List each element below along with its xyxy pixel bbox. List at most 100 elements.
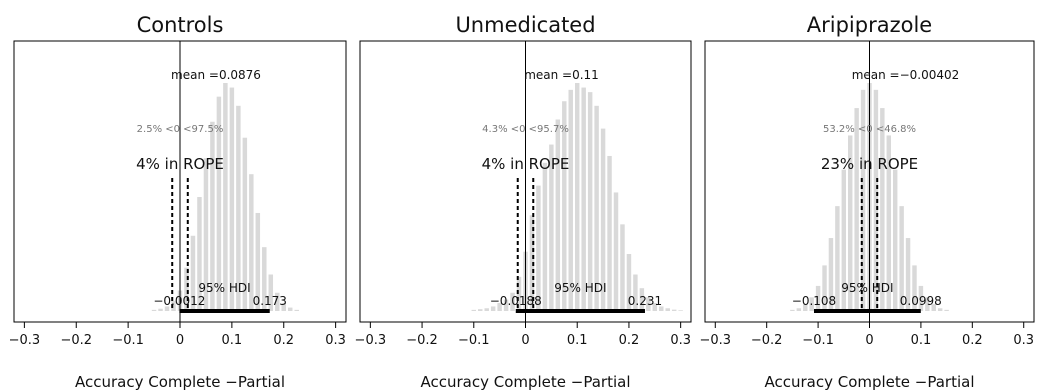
hdi-high-label: 0.173 bbox=[253, 294, 287, 308]
histogram-bar bbox=[899, 206, 904, 311]
x-tick-label: 0.2 bbox=[619, 333, 640, 348]
x-tick-label: 0.3 bbox=[325, 333, 346, 348]
x-tick-label: 0.2 bbox=[273, 333, 294, 348]
histogram-bar bbox=[190, 235, 196, 311]
hdi-label: 95% HDI bbox=[841, 281, 893, 295]
x-tick-label: −0.3 bbox=[699, 333, 731, 348]
panel-3: Aripiprazole mean =−0.00402 53.2% <0 <46.8… bbox=[699, 13, 1035, 391]
histogram-bar bbox=[555, 119, 561, 311]
histogram-bar bbox=[287, 307, 293, 311]
hdi-low-label: −0.108 bbox=[792, 294, 836, 308]
histogram-bar bbox=[562, 101, 567, 312]
histogram-bar bbox=[229, 87, 235, 311]
hdi-low-label: −0.0012 bbox=[153, 294, 205, 308]
histogram-bar bbox=[854, 108, 859, 311]
histogram-bar bbox=[796, 308, 802, 311]
histogram-bar bbox=[236, 105, 241, 311]
histogram-bar bbox=[841, 169, 847, 311]
histogram-bar bbox=[626, 254, 632, 311]
hdi-label: 95% HDI bbox=[198, 281, 250, 295]
mean-label: mean =0.11 bbox=[524, 68, 599, 82]
histogram-bar bbox=[484, 308, 489, 311]
histogram-bar bbox=[620, 224, 625, 311]
histogram-bar bbox=[568, 89, 573, 311]
x-tick-label: 0.1 bbox=[567, 333, 588, 348]
histogram-bar bbox=[828, 238, 834, 311]
rope-label: 23% in ROPE bbox=[821, 155, 918, 173]
histogram-bar bbox=[905, 238, 911, 311]
x-tick-label: 0.1 bbox=[222, 333, 243, 348]
histogram-bar bbox=[242, 137, 248, 311]
hdi-low-label: −0.0188 bbox=[490, 294, 542, 308]
histogram-bar bbox=[587, 92, 593, 312]
histogram-bar bbox=[912, 265, 917, 311]
histogram-bar bbox=[210, 121, 215, 311]
x-tick-label: −0.1 bbox=[458, 333, 490, 348]
x-tick-label: −0.3 bbox=[9, 333, 41, 348]
histogram-bar bbox=[268, 274, 274, 311]
histogram-bar bbox=[790, 309, 795, 311]
histogram-bar bbox=[918, 285, 924, 311]
x-tick-label: 0.2 bbox=[962, 333, 983, 348]
histogram-bar bbox=[536, 185, 541, 311]
histogram-bar bbox=[249, 174, 254, 311]
histogram-bar bbox=[848, 135, 853, 311]
histogram-bar bbox=[873, 89, 879, 311]
histogram-bar bbox=[184, 267, 189, 311]
histogram-bar bbox=[542, 162, 548, 311]
x-tick-label: 0 bbox=[521, 333, 529, 348]
histogram-bar bbox=[497, 303, 502, 311]
histogram-bar bbox=[860, 89, 866, 311]
x-tick-label: 0.1 bbox=[911, 333, 932, 348]
histogram-bar bbox=[574, 83, 580, 311]
direction-probability-label: 2.5% <0 <97.5% bbox=[137, 124, 224, 135]
hdi-label: 95% HDI bbox=[554, 281, 606, 295]
histogram-bar bbox=[164, 306, 170, 311]
histogram-bar bbox=[639, 288, 645, 311]
histogram-bar bbox=[803, 304, 808, 311]
x-tick-label: 0 bbox=[176, 333, 184, 348]
histogram-bar bbox=[835, 206, 840, 311]
histogram-bar bbox=[931, 304, 936, 311]
rope-label: 4% in ROPE bbox=[136, 155, 224, 173]
x-tick-label: 0.3 bbox=[670, 333, 691, 348]
histogram-bar bbox=[197, 197, 202, 311]
histogram-bar bbox=[886, 135, 891, 311]
histogram-bar bbox=[581, 87, 586, 311]
x-tick-label: −0.2 bbox=[406, 333, 438, 348]
hdi-high-label: 0.0998 bbox=[900, 294, 942, 308]
histogram-bar bbox=[944, 309, 949, 311]
histogram-bar bbox=[151, 309, 157, 311]
mean-label: mean =0.0876 bbox=[171, 68, 261, 82]
histogram-bar bbox=[925, 297, 930, 311]
histogram-bar bbox=[594, 105, 599, 311]
histogram-bar bbox=[822, 265, 827, 311]
histogram-bar bbox=[880, 108, 885, 311]
histogram-bar bbox=[549, 144, 554, 311]
x-tick-label: 0 bbox=[865, 333, 873, 348]
histogram-bar bbox=[892, 169, 898, 311]
histogram-bar bbox=[262, 247, 267, 311]
histogram-bar bbox=[471, 309, 477, 311]
histogram-bar bbox=[646, 297, 651, 311]
histogram-bar bbox=[652, 303, 658, 311]
histogram-bar bbox=[937, 308, 943, 311]
histogram-bar bbox=[203, 158, 209, 311]
histogram-bar bbox=[659, 306, 664, 311]
panel-2: Unmedicated mean =0.11 4.3% <0 <95.7% 4% in… bbox=[355, 13, 692, 391]
x-axis-label: Accuracy Complete −Partial bbox=[420, 373, 630, 391]
panel-title: Unmedicated bbox=[455, 13, 595, 37]
histogram-bar bbox=[171, 300, 176, 311]
histogram-bar bbox=[678, 310, 683, 311]
histogram-bar bbox=[633, 274, 638, 311]
histogram-bar bbox=[600, 128, 606, 311]
panel-1: Controls mean =0.0876 2.5% <0 <97.5% 4% in … bbox=[9, 13, 347, 391]
histogram-bar bbox=[158, 308, 163, 311]
histogram-bar bbox=[516, 276, 522, 311]
histogram-bar bbox=[294, 309, 299, 311]
histogram-bar bbox=[503, 299, 509, 311]
mean-label: mean =−0.00402 bbox=[852, 68, 960, 82]
histogram-bar bbox=[613, 192, 619, 311]
panel-title: Aripiprazole bbox=[807, 13, 932, 37]
panel-title: Controls bbox=[137, 13, 224, 37]
